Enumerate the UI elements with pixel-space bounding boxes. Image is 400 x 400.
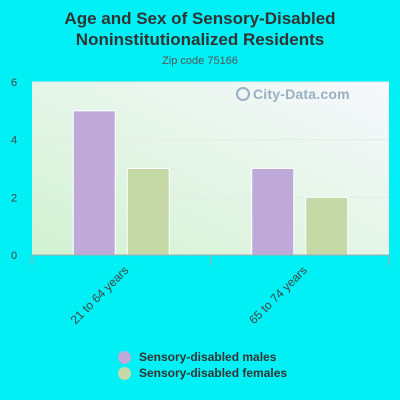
- y-tick-label: 4: [11, 135, 17, 147]
- chart-title: Age and Sex of Sensory-Disabled Noninsti…: [64, 9, 336, 49]
- watermark: City-Data.com: [236, 86, 350, 102]
- chart-subtitle: Zip code 75166: [162, 55, 238, 67]
- legend-item-females: Sensory-disabled females: [118, 365, 287, 381]
- y-tick-label: 2: [11, 192, 17, 204]
- watermark-text: City-Data.com: [253, 86, 350, 102]
- y-tick-label: 0: [11, 250, 17, 262]
- magnifier-icon: [236, 87, 250, 101]
- legend-swatch-females: [118, 366, 131, 380]
- legend-label-males: Sensory-disabled males: [139, 350, 277, 364]
- legend: Sensory-disabled males Sensory-disabled …: [118, 349, 287, 381]
- x-tick-label: 21 to 64 years: [68, 263, 132, 327]
- bars-group: [72, 110, 349, 256]
- bar-males: [251, 168, 295, 256]
- x-tick-label: 65 to 74 years: [246, 263, 310, 327]
- bar-females: [305, 196, 349, 256]
- legend-swatch-males: [118, 350, 131, 364]
- bar-males: [72, 110, 116, 256]
- legend-item-males: Sensory-disabled males: [118, 349, 287, 365]
- bar-females: [126, 168, 170, 256]
- y-tick-label: 6: [11, 77, 17, 89]
- legend-label-females: Sensory-disabled females: [139, 366, 288, 380]
